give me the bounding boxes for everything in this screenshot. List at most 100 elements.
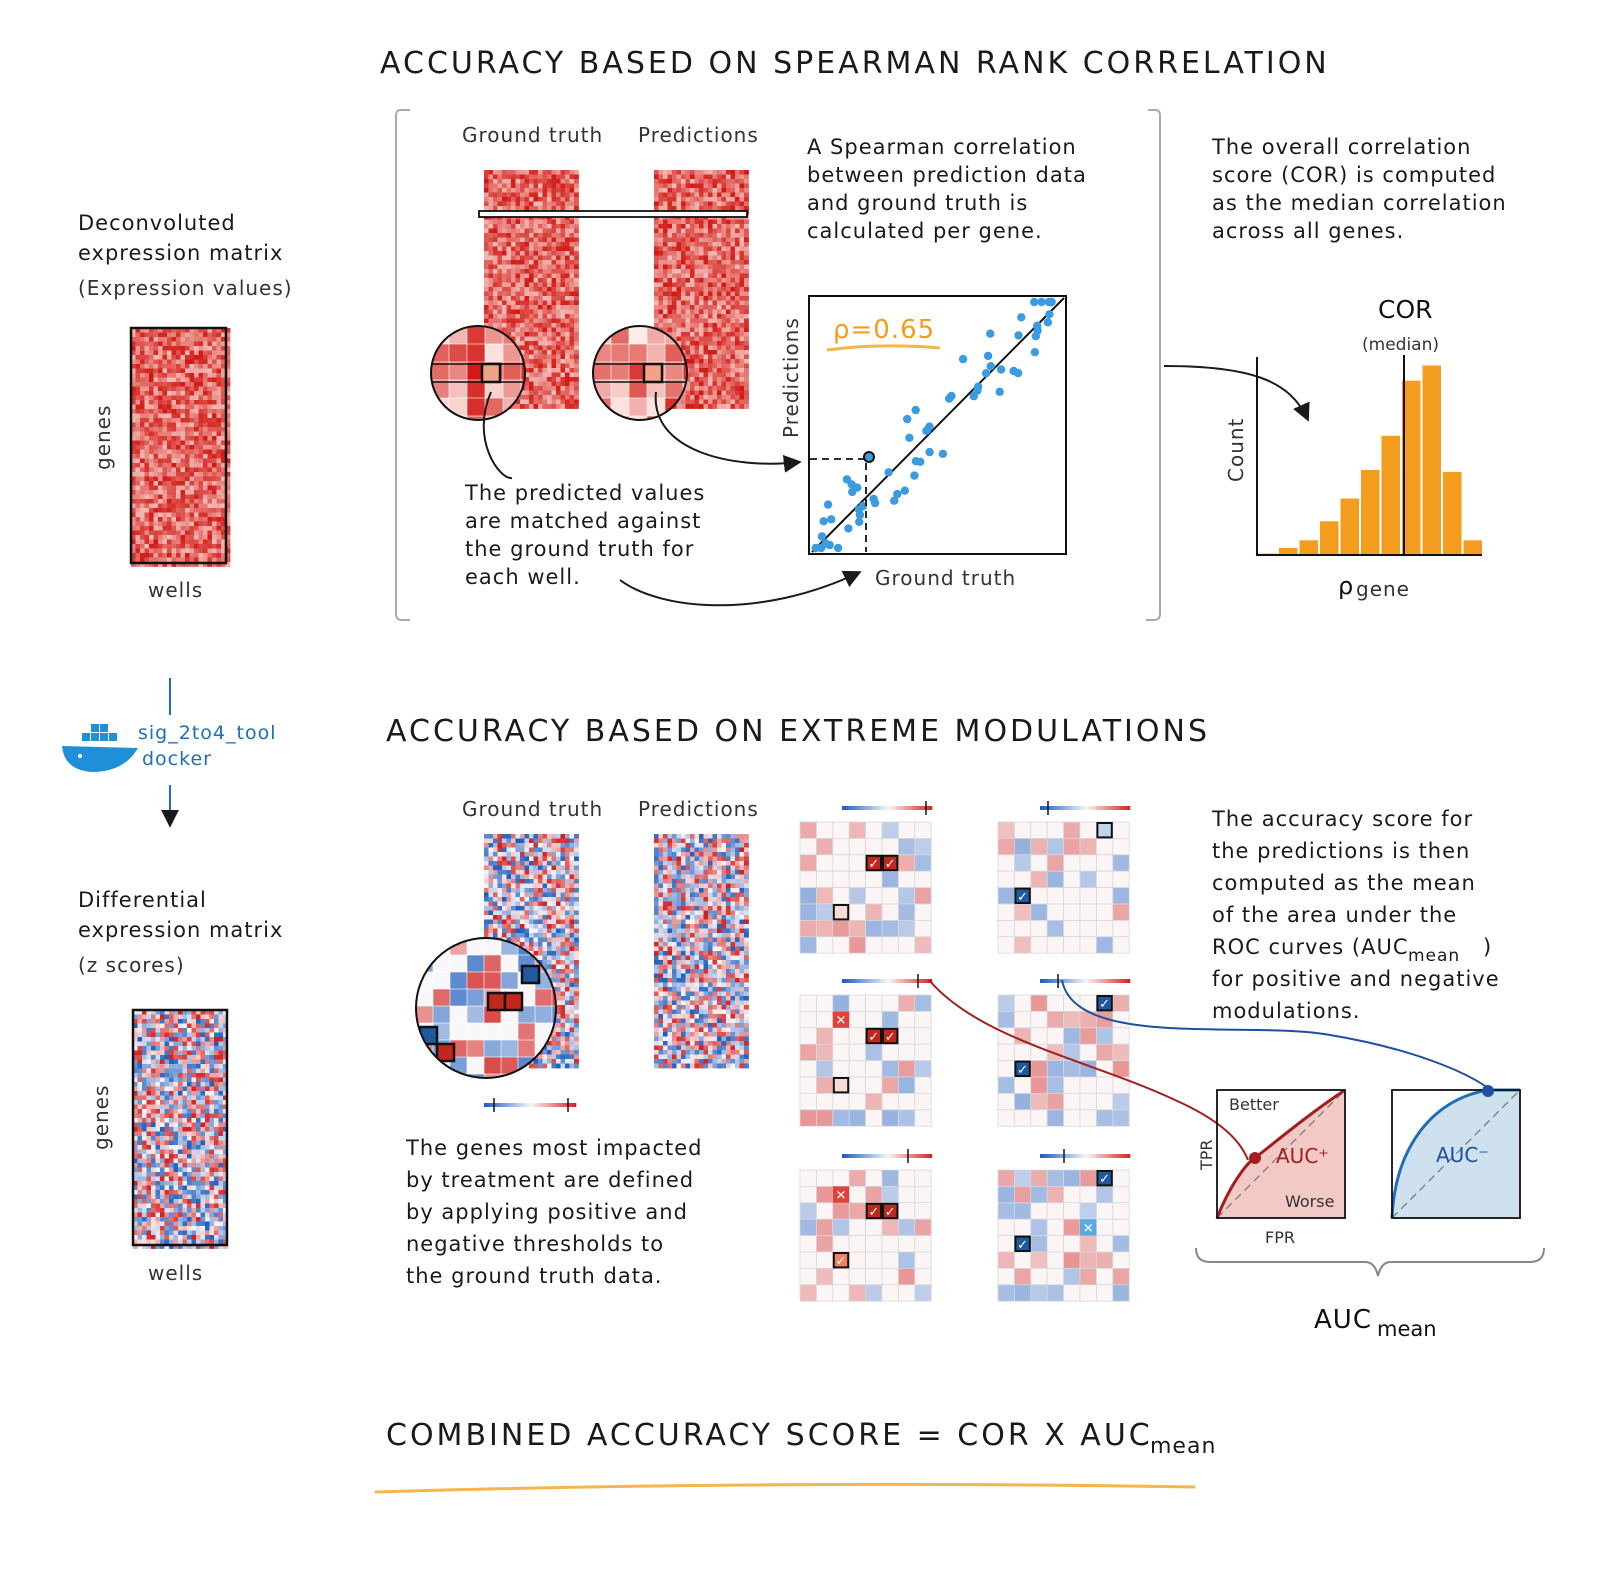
matrix-cell	[169, 1145, 174, 1150]
matrix-cell	[155, 1059, 161, 1065]
matrix-cell	[524, 278, 530, 283]
matrix-cell	[533, 305, 539, 310]
matrix-cell	[212, 490, 217, 495]
matrix-cell	[560, 237, 566, 243]
matrix-cell	[694, 228, 700, 234]
matrix-cell	[497, 865, 503, 871]
matrix-cell	[221, 413, 226, 419]
left-panel: Deconvoluted expression matrix (Expressi…	[62, 211, 292, 1285]
matrix-cell	[524, 879, 530, 884]
matrix-cell	[182, 1055, 188, 1060]
matrix-cell	[191, 1104, 197, 1110]
matrix-cell	[744, 255, 749, 261]
matrix-cell	[542, 287, 548, 292]
matrix-cell	[667, 332, 673, 337]
matrix-cell	[484, 255, 489, 261]
matrix-cell	[538, 314, 543, 319]
matrix-cell	[221, 467, 226, 473]
matrix-cell	[149, 391, 154, 396]
matrix-cell	[167, 562, 172, 567]
matrix-cell	[216, 508, 222, 513]
matrix-cell	[694, 363, 700, 369]
scatter-point	[1044, 297, 1054, 307]
matrix-cell	[176, 449, 181, 455]
matrix-cell	[151, 1217, 156, 1222]
matrix-cell	[140, 386, 145, 392]
matrix-cell	[160, 1068, 165, 1074]
matrix-cell	[538, 834, 543, 839]
matrix-cell	[140, 404, 145, 410]
diff-label-2: expression matrix	[78, 918, 283, 942]
matrix-cell	[538, 359, 543, 364]
matrix-cell	[173, 1208, 179, 1213]
matrix-cell	[187, 1145, 192, 1150]
matrix-cell	[158, 368, 163, 374]
matrix-cell	[196, 1014, 201, 1020]
matrix-cell	[717, 170, 722, 175]
matrix-cell	[502, 309, 507, 315]
matrix-cell	[194, 431, 199, 437]
matrix-cell	[690, 273, 695, 279]
matrix-cell	[164, 1163, 170, 1168]
matrix-cell	[515, 879, 521, 884]
matrix-cell	[493, 278, 498, 283]
matrix-cell	[663, 296, 668, 301]
matrix-cell	[654, 264, 659, 270]
matrix-cell	[158, 350, 163, 356]
matrix-cell	[146, 1055, 152, 1060]
matrix-cell	[569, 206, 575, 211]
matrix-cell	[164, 1190, 170, 1195]
matrix-cell	[162, 413, 168, 419]
matrix-cell	[529, 883, 534, 889]
matrix-cell	[225, 409, 231, 414]
matrix-cell	[160, 1118, 165, 1123]
matrix-cell	[162, 341, 168, 347]
matrix-cell	[690, 269, 695, 274]
matrix-cell	[699, 228, 704, 234]
matrix-cell	[515, 224, 521, 229]
matrix-cell	[542, 323, 548, 328]
matrix-cell	[676, 399, 682, 405]
matrix-cell	[520, 170, 525, 175]
matrix-cell	[212, 449, 217, 455]
matrix-cell	[160, 1167, 165, 1173]
magnifier-cell	[520, 361, 525, 381]
matrix-cell	[703, 233, 709, 238]
matrix-cell	[493, 309, 498, 315]
matrix-cell	[185, 526, 190, 531]
matrix-cell	[171, 391, 177, 396]
matrix-cell	[144, 548, 150, 554]
matrix-cell	[189, 386, 195, 392]
matrix-cell	[167, 467, 172, 473]
matrix-cell	[209, 1073, 215, 1078]
matrix-cell	[681, 278, 686, 283]
matrix-cell	[176, 521, 181, 527]
matrix-cell	[135, 328, 141, 333]
matrix-cell	[135, 359, 141, 365]
matrix-cell	[663, 224, 668, 229]
matrix-cell	[209, 1212, 215, 1218]
matrix-cell	[726, 260, 731, 265]
matrix-cell	[194, 391, 199, 396]
matrix-cell	[214, 1127, 219, 1132]
matrix-cell	[146, 1190, 152, 1195]
matrix-cell	[140, 418, 145, 423]
matrix-cell	[484, 870, 489, 875]
matrix-cell	[167, 337, 172, 342]
matrix-cell	[191, 1185, 197, 1191]
matrix-cell	[502, 179, 507, 184]
matrix-cell	[185, 548, 190, 554]
matrix-cell	[178, 1086, 183, 1092]
matrix-cell	[542, 856, 548, 862]
matrix-cell	[744, 296, 749, 301]
matrix-cell	[529, 870, 534, 875]
matrix-cell	[739, 251, 745, 256]
matrix-cell	[547, 309, 552, 315]
matrix-cell	[146, 1086, 152, 1092]
matrix-cell	[547, 883, 552, 889]
matrix-cell	[203, 413, 208, 419]
matrix-cell	[153, 368, 159, 374]
matrix-cell	[735, 206, 740, 211]
matrix-cell	[493, 219, 498, 225]
matrix-cell	[131, 359, 136, 365]
